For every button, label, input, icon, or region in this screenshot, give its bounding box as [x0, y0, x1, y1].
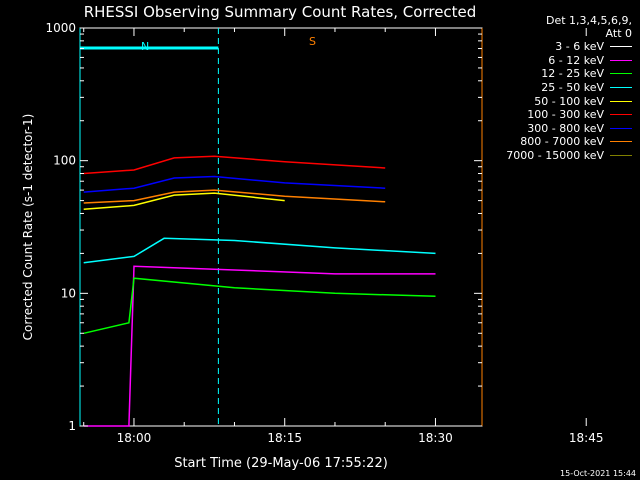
legend-label: 3 - 6 keV	[555, 40, 604, 54]
x-tick-label: 18:00	[117, 431, 152, 445]
y-axis-ticks: 1 10 100 1000	[45, 21, 482, 433]
legend-entry: 7000 - 15000 keV	[480, 149, 632, 163]
series-lines	[83, 155, 436, 427]
series-line-6-12-kev	[83, 265, 436, 427]
legend-entry: 25 - 50 keV	[480, 81, 632, 95]
annotation-s: S	[309, 35, 316, 48]
series-line-300-800-kev	[83, 175, 386, 193]
legend-swatch	[610, 114, 632, 116]
legend-swatch	[610, 87, 632, 89]
legend-swatch	[610, 73, 632, 75]
legend-swatch	[610, 46, 632, 48]
legend-swatch	[610, 59, 632, 61]
legend-entry: 6 - 12 keV	[480, 54, 632, 68]
legend-label: 300 - 800 keV	[527, 121, 604, 135]
legend-swatch	[610, 155, 632, 157]
x-tick-label: 18:45	[569, 431, 604, 445]
legend-entry: 3 - 6 keV	[480, 40, 632, 54]
interval-markers	[79, 28, 483, 426]
legend-label: 100 - 300 keV	[527, 108, 604, 122]
x-tick-label: 18:15	[267, 431, 302, 445]
y-tick-label: 100	[53, 154, 76, 168]
legend-entry: 100 - 300 keV	[480, 108, 632, 122]
legend-swatch	[610, 141, 632, 143]
legend-entry: 800 - 7000 keV	[480, 135, 632, 149]
legend: Det 1,3,4,5,6,9, Att 0 3 - 6 keV 6 - 12 k…	[480, 14, 632, 162]
legend-entry: 50 - 100 keV	[480, 94, 632, 108]
y-tick-label: 1000	[45, 21, 76, 35]
y-tick-label: 1	[68, 419, 76, 433]
series-line-25-50-kev	[83, 237, 436, 264]
legend-label: 50 - 100 keV	[534, 94, 604, 108]
chart-title: RHESSI Observing Summary Count Rates, Co…	[84, 3, 477, 21]
legend-entry: 12 - 25 keV	[480, 67, 632, 81]
legend-header-detectors: Det 1,3,4,5,6,9,	[545, 14, 632, 27]
legend-label: 25 - 50 keV	[541, 81, 604, 95]
legend-rows: 3 - 6 keV 6 - 12 keV 12 - 25 keV 25 - 50 ke…	[480, 40, 632, 162]
legend-label: 12 - 25 keV	[541, 67, 604, 81]
legend-swatch	[610, 127, 632, 129]
series-line-50-100-kev	[83, 192, 285, 211]
legend-header-attenuator: Att 0	[605, 27, 632, 40]
y-axis-label: Corrected Count Rate (s-1 detector-1)	[21, 114, 35, 341]
timestamp: 15-Oct-2021 15:44	[560, 469, 636, 478]
plot-area	[79, 27, 483, 427]
legend-swatch	[610, 100, 632, 102]
series-line-800-7000-kev	[83, 189, 386, 204]
legend-entry: 300 - 800 keV	[480, 122, 632, 136]
y-tick-label: 10	[61, 286, 76, 300]
series-line-100-300-kev	[83, 155, 386, 175]
legend-label: 6 - 12 keV	[548, 53, 604, 67]
legend-label: 800 - 7000 keV	[520, 135, 604, 149]
legend-label: 7000 - 15000 keV	[506, 149, 604, 163]
x-tick-label: 18:30	[418, 431, 453, 445]
annotation-n: N	[141, 40, 149, 53]
x-axis-label: Start Time (29-May-06 17:55:22)	[174, 456, 388, 471]
series-line-12-25-kev	[83, 277, 436, 335]
